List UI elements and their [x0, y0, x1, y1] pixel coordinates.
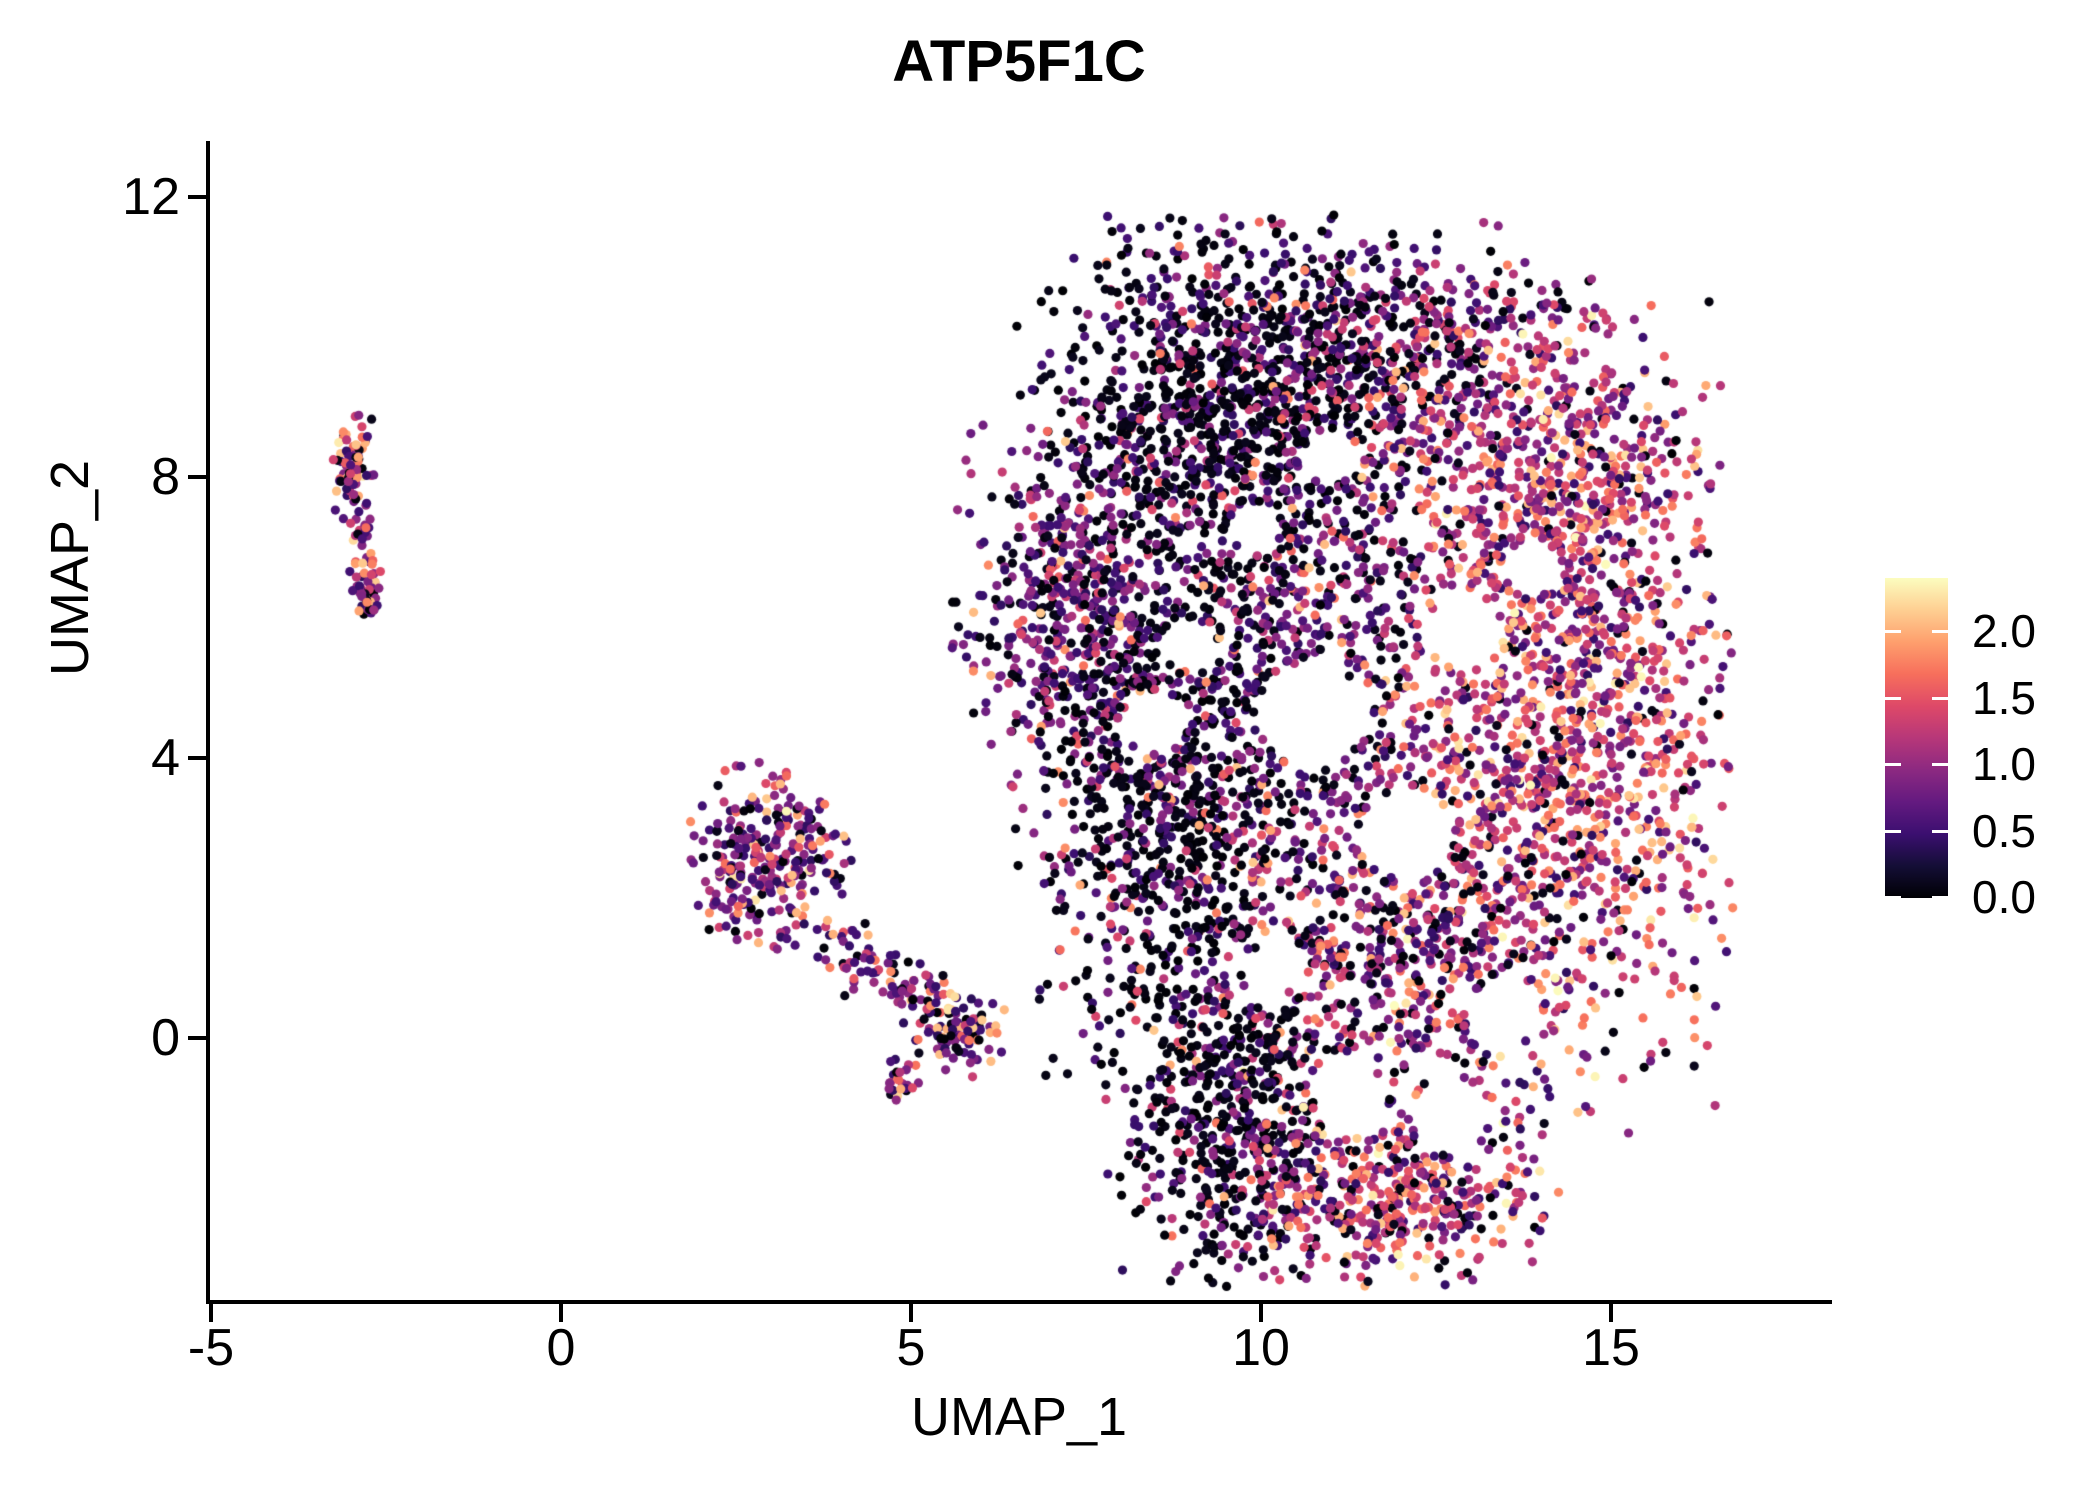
x-tick-label: 0	[546, 1319, 576, 1377]
colorbar-tick-dash	[1885, 896, 1901, 899]
plot-title: ATP5F1C	[892, 29, 1146, 94]
y-tick	[188, 194, 206, 199]
y-axis-title: UMAP_2	[40, 459, 100, 677]
x-tick-label: -5	[187, 1319, 235, 1377]
x-tick	[209, 1304, 213, 1322]
colorbar-tick-dash	[1932, 630, 1948, 633]
x-tick	[909, 1304, 913, 1322]
colorbar-tick-dash	[1885, 696, 1901, 700]
y-axis-line	[206, 141, 210, 1304]
x-axis-title: UMAP_1	[910, 1387, 1128, 1447]
colorbar-tick-dash	[1932, 763, 1948, 766]
x-axis-line	[206, 1300, 1832, 1304]
x-tick	[1609, 1304, 1613, 1322]
colorbar-tick-label: 0.0	[1972, 871, 2036, 923]
colorbar-tick-label: 2.0	[1972, 605, 2036, 657]
colorbar-tick-dash	[1932, 896, 1948, 899]
colorbar-tick-dash	[1932, 696, 1948, 700]
y-tick-label: 8	[151, 448, 180, 507]
colorbar-tick-label: 0.5	[1972, 804, 2036, 857]
colorbar-tick-dash	[1932, 829, 1948, 833]
colorbar	[1885, 578, 1948, 898]
colorbar-tick-label: 1.0	[1972, 738, 2036, 790]
y-tick-label: 0	[151, 1009, 180, 1067]
colorbar-tick-label: 1.5	[1972, 671, 2036, 724]
x-tick	[1259, 1304, 1263, 1322]
y-tick	[188, 475, 206, 480]
colorbar-tick-dash	[1885, 630, 1901, 633]
x-tick-label: 15	[1582, 1319, 1640, 1377]
y-tick	[188, 1036, 206, 1040]
y-tick-label: 4	[151, 728, 180, 787]
scatter-canvas	[208, 140, 1832, 1302]
x-tick	[559, 1304, 563, 1322]
x-tick-label: 10	[1232, 1319, 1290, 1377]
colorbar-tick-dash	[1885, 829, 1901, 833]
x-tick-label: 5	[896, 1319, 926, 1377]
colorbar-tick-dash	[1885, 763, 1901, 766]
y-tick-label: 12	[122, 167, 180, 226]
y-tick	[188, 755, 206, 760]
